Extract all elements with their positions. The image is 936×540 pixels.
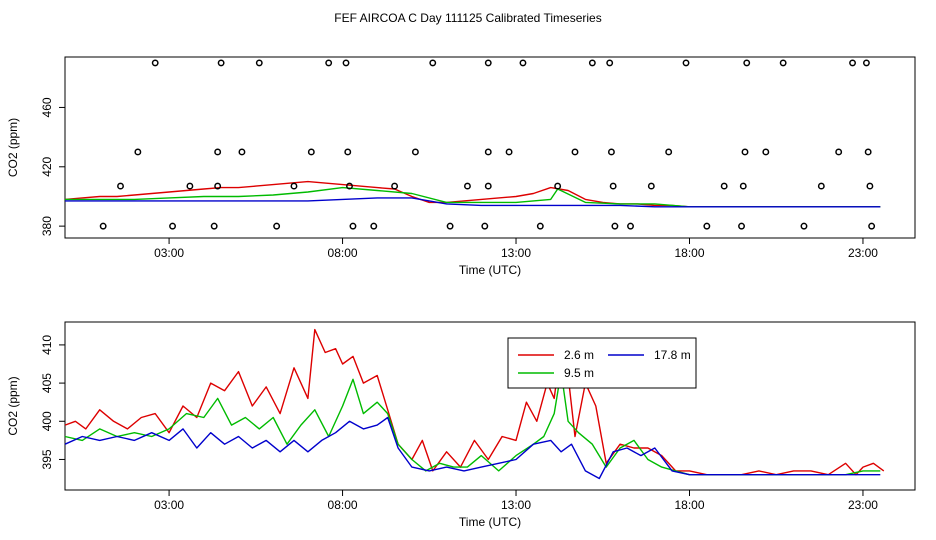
plot-frame (64, 56, 916, 239)
x-tick-label: 18:00 (674, 498, 704, 512)
data-point-marker (349, 222, 357, 230)
data-point-marker (214, 148, 222, 156)
upper-panel-scatter: 03:00 08:00 13:00 18:00 23:00 380 420 460 Time (… (6, 56, 916, 277)
data-point-marker (868, 222, 876, 230)
data-point-marker (588, 59, 596, 67)
y-tick-label: 410 (40, 335, 54, 355)
data-point-marker (134, 148, 142, 156)
data-point-marker (391, 182, 399, 190)
data-point-marker (571, 148, 579, 156)
x-tick-label: 03:00 (154, 498, 184, 512)
y-tick-label: 400 (40, 411, 54, 431)
data-point-marker (647, 182, 655, 190)
data-point-marker (554, 182, 562, 190)
data-point-marker (290, 182, 298, 190)
data-point-marker (307, 148, 315, 156)
data-point-marker (817, 182, 825, 190)
data-point-marker (505, 148, 513, 156)
data-point-marker (739, 182, 747, 190)
data-point-marker (800, 222, 808, 230)
data-point-marker (99, 222, 107, 230)
data-point-marker (866, 182, 874, 190)
data-point-marker (217, 59, 225, 67)
figure-title: FEF AIRCOA C Day 111125 Calibrated Times… (334, 11, 601, 25)
y-tick-label: 395 (40, 449, 54, 469)
legend-label: 17.8 m (654, 348, 691, 362)
data-point-marker (151, 59, 159, 67)
data-point-marker (762, 148, 770, 156)
data-point-marker (703, 222, 711, 230)
x-tick-label: 23:00 (848, 246, 878, 260)
data-point-marker (738, 222, 745, 230)
lower-panel-lines: 03:00 08:00 13:00 18:00 23:00 395 400 405 410 Tim… (6, 321, 916, 529)
legend-label: 2.6 m (564, 348, 594, 362)
plot-frame (64, 321, 916, 491)
data-point-marker (606, 59, 614, 67)
data-point-marker (665, 148, 673, 156)
x-tick-label: 08:00 (328, 498, 358, 512)
data-point-marker (210, 222, 218, 230)
x-tick-label: 13:00 (501, 498, 531, 512)
data-point-marker (741, 148, 749, 156)
data-point-marker (864, 148, 872, 156)
data-point-marker (607, 148, 615, 156)
x-axis-label: Time (UTC) (459, 515, 521, 529)
data-point-marker (611, 222, 619, 230)
data-point-marker (484, 148, 492, 156)
data-point-marker (238, 148, 246, 156)
data-point-marker (849, 59, 857, 67)
data-point-marker (186, 182, 194, 190)
x-tick-label: 08:00 (328, 246, 358, 260)
data-point-marker (609, 182, 617, 190)
data-point-marker (117, 182, 124, 190)
data-point-marker (484, 59, 492, 67)
y-tick-label: 420 (40, 156, 54, 176)
data-point-marker (862, 59, 870, 67)
data-point-marker (429, 59, 437, 67)
data-point-marker (370, 222, 378, 230)
data-point-marker (214, 182, 222, 190)
y-tick-label: 460 (40, 97, 54, 117)
data-point-marker (627, 222, 634, 230)
data-point-marker (484, 182, 492, 190)
y-axis-label: CO2 (ppm) (6, 118, 20, 177)
data-point-marker (344, 148, 352, 156)
y-tick-label: 380 (40, 216, 54, 236)
x-axis-label: Time (UTC) (459, 263, 521, 277)
data-point-marker (346, 182, 353, 190)
data-point-marker (273, 222, 281, 230)
data-point-marker (743, 59, 751, 67)
x-tick-label: 03:00 (154, 246, 184, 260)
series-line-17-8-m (64, 416, 881, 480)
x-tick-label: 13:00 (501, 246, 531, 260)
data-point-marker (342, 59, 350, 67)
y-tick-label: 405 (40, 373, 54, 393)
data-point-marker (519, 59, 527, 67)
data-point-marker (255, 59, 263, 67)
data-point-marker (682, 59, 690, 67)
legend-label: 9.5 m (564, 366, 594, 380)
series-line-17-8-m (65, 197, 881, 208)
legend-box (507, 337, 697, 389)
data-point-marker (835, 148, 843, 156)
data-point-marker (463, 182, 471, 190)
data-point-marker (169, 222, 177, 230)
data-point-marker (779, 59, 787, 67)
data-point-marker (325, 59, 333, 67)
data-point-marker (411, 148, 419, 156)
data-point-marker (720, 182, 728, 190)
series-line-2-6-m (64, 328, 885, 476)
x-tick-label: 23:00 (848, 498, 878, 512)
data-point-marker (536, 222, 544, 230)
series-line-9-5-m (64, 370, 881, 476)
data-point-marker (481, 222, 489, 230)
x-tick-label: 18:00 (674, 246, 704, 260)
y-axis-label: CO2 (ppm) (6, 376, 20, 435)
data-point-marker (446, 222, 454, 230)
